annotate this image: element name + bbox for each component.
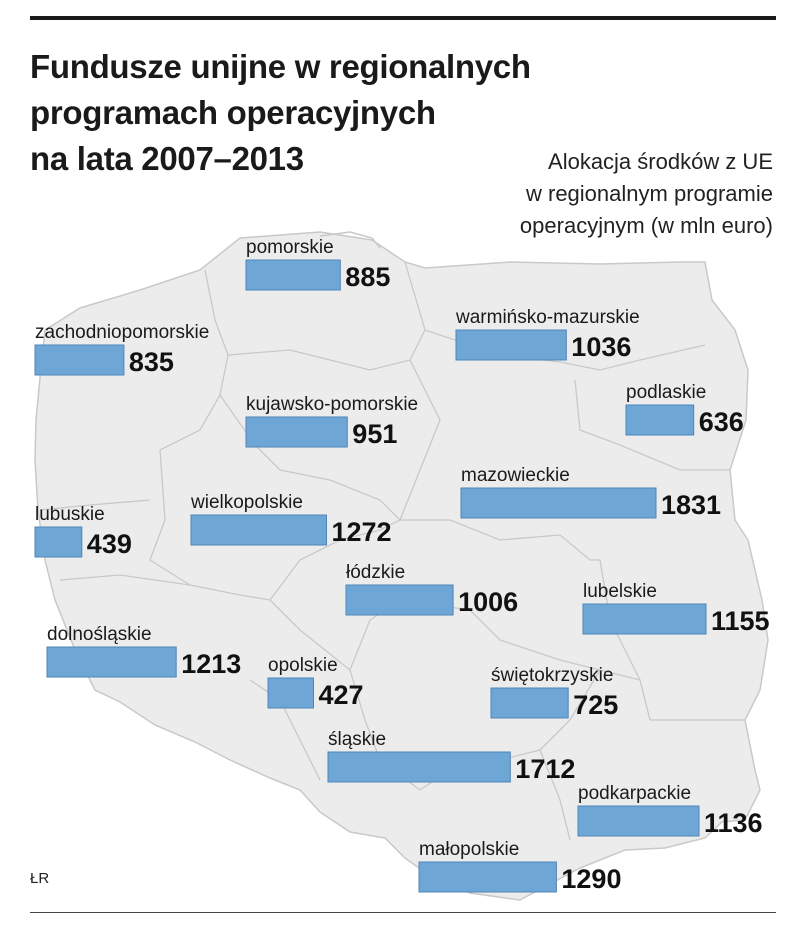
chart-title: Fundusze unijne w regionalnych programac… xyxy=(30,44,650,182)
region-label-4: podlaskie xyxy=(626,382,706,403)
bar-9 xyxy=(582,603,707,635)
bar-6 xyxy=(460,487,657,519)
region-label-10: dolnośląskie xyxy=(47,624,152,645)
bar-10 xyxy=(46,646,177,678)
bar-0 xyxy=(245,259,341,291)
value-label-5: 1272 xyxy=(332,517,392,547)
bar-14 xyxy=(577,805,700,837)
bar-13 xyxy=(327,751,511,783)
region-label-5: wielkopolskie xyxy=(190,492,303,513)
region-label-14: podkarpackie xyxy=(578,783,691,804)
subtitle-line-2: w regionalnym programie xyxy=(526,181,773,206)
bar-1 xyxy=(34,344,125,376)
bars-layer: pomorskie 885 zachodniopomorskie 835 warmińs… xyxy=(34,237,770,894)
bar-7 xyxy=(34,526,83,558)
chart-subtitle: Alokacja środków z UE w regionalnym prog… xyxy=(443,146,773,242)
value-label-6: 1831 xyxy=(661,490,721,520)
region-label-15: małopolskie xyxy=(419,839,519,860)
value-label-4: 636 xyxy=(699,407,744,437)
title-line-3: na lata 2007–2013 xyxy=(30,140,304,177)
region-label-7: lubuskie xyxy=(35,504,105,525)
region-label-8: łódzkie xyxy=(346,562,405,583)
bottom-rule xyxy=(30,912,776,913)
value-label-0: 885 xyxy=(345,262,390,292)
region-label-12: świętokrzyskie xyxy=(491,665,613,686)
value-label-7: 439 xyxy=(87,529,132,559)
title-line-1: Fundusze unijne w regionalnych xyxy=(30,48,531,85)
source-credit: ŁR xyxy=(30,870,50,887)
bar-15 xyxy=(418,861,557,893)
value-label-11: 427 xyxy=(319,680,364,710)
value-label-2: 1036 xyxy=(571,332,631,362)
value-label-8: 1006 xyxy=(458,587,518,617)
value-label-1: 835 xyxy=(129,347,174,377)
region-label-13: śląskie xyxy=(328,729,386,750)
subtitle-line-1: Alokacja środków z UE xyxy=(548,149,773,174)
bar-2 xyxy=(455,329,567,361)
region-label-0: pomorskie xyxy=(246,237,334,258)
title-line-2: programach operacyjnych xyxy=(30,94,436,131)
bar-12 xyxy=(490,687,569,719)
region-label-2: warmińsko-mazurskie xyxy=(455,307,640,328)
region-label-3: kujawsko-pomorskie xyxy=(246,394,418,415)
bar-5 xyxy=(190,514,327,546)
top-rule xyxy=(30,16,776,20)
region-label-6: mazowieckie xyxy=(461,465,570,486)
bar-8 xyxy=(345,584,454,616)
region-label-11: opolskie xyxy=(268,655,338,676)
region-label-9: lubelskie xyxy=(583,581,657,602)
bar-3 xyxy=(245,416,348,448)
bar-11 xyxy=(267,677,314,709)
value-label-13: 1712 xyxy=(515,754,575,784)
value-label-14: 1136 xyxy=(704,808,763,838)
value-label-9: 1155 xyxy=(711,606,770,636)
value-label-15: 1290 xyxy=(561,864,621,894)
hel-peninsula xyxy=(319,231,381,249)
value-label-12: 725 xyxy=(573,690,618,720)
bar-4 xyxy=(625,404,695,436)
value-label-3: 951 xyxy=(352,419,397,449)
region-label-1: zachodniopomorskie xyxy=(35,322,209,343)
subtitle-line-3: operacyjnym (w mln euro) xyxy=(519,213,773,238)
value-label-10: 1213 xyxy=(181,649,241,679)
